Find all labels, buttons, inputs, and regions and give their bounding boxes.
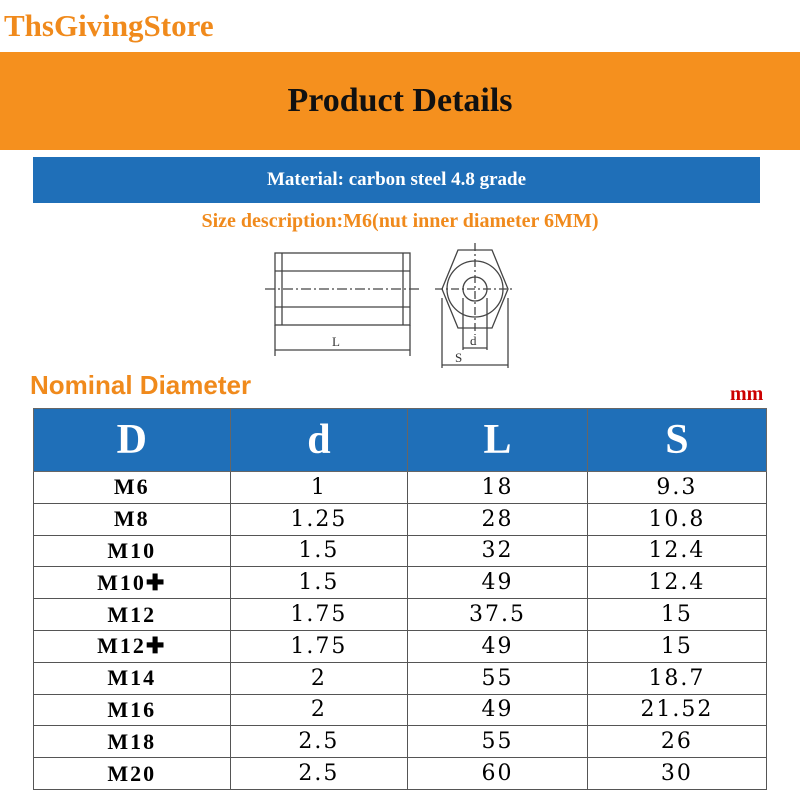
column-header: S (586, 408, 768, 472)
column-header: d (229, 408, 409, 472)
table-cell: 32 (407, 534, 588, 568)
table-cell: M16 (33, 693, 231, 727)
table-cell: 2.5 (229, 725, 409, 759)
table-cell: 12.4 (586, 534, 768, 568)
table-cell: 15 (586, 629, 768, 663)
table-cell: 55 (407, 725, 588, 759)
table-cell: 49 (407, 566, 588, 600)
table-row: M10 1.5 32 12.4 (33, 534, 768, 568)
dim-label: d (470, 333, 477, 348)
table-cell: M12 (33, 598, 231, 631)
banner: Product Details (0, 52, 800, 150)
table-row: M14 2 55 18.7 (33, 661, 768, 695)
table-cell: 1.75 (229, 598, 409, 631)
table-cell: 30 (586, 757, 768, 790)
dim-label: S (455, 350, 462, 365)
table-cell: 2 (229, 661, 409, 695)
table-row: M8 1.25 28 10.8 (33, 502, 768, 536)
table-cell: 1.5 (229, 534, 409, 568)
table-row: M12 1.75 37.5 15 (33, 598, 768, 631)
table-row: M6 1 18 9.3 (33, 471, 768, 504)
column-header: D (33, 408, 231, 472)
table-cell: M8 (33, 502, 231, 536)
table-cell: M10 (33, 534, 231, 568)
dim-label: L (332, 334, 340, 349)
table-cell: 28 (407, 502, 588, 536)
table-cell: 1.75 (229, 629, 409, 663)
table-cell: 1 (229, 471, 409, 504)
section-title: Nominal Diameter (30, 370, 252, 400)
table-cell: 15 (586, 598, 768, 631)
table-cell: M20 (33, 757, 231, 790)
table-cell: 37.5 (407, 598, 588, 631)
table-cell: 1.25 (229, 502, 409, 536)
material-bar: Material: carbon steel 4.8 grade (33, 157, 760, 203)
table-cell: M12✚ (33, 629, 231, 663)
table-cell: M18 (33, 725, 231, 759)
table-row: M18 2.5 55 26 (33, 725, 768, 759)
store-name: ThsGivingStore (4, 8, 214, 43)
table-row: M20 2.5 60 30 (33, 757, 768, 790)
table-cell: 18 (407, 471, 588, 504)
table-cell: 26 (586, 725, 768, 759)
size-description: Size description:M6(nut inner diameter 6… (201, 210, 599, 232)
table-cell: 18.7 (586, 661, 768, 695)
table-row: M10✚ 1.5 49 12.4 (33, 566, 768, 600)
table-body: M6 1 18 9.3 M8 1.25 28 10.8 M10 1.5 32 12.4 M10✚ 1.5 4… (33, 471, 768, 790)
table-cell: 60 (407, 757, 588, 790)
table-cell: 2.5 (229, 757, 409, 790)
table-row: M12✚ 1.75 49 15 (33, 629, 768, 663)
table-cell: 49 (407, 693, 588, 727)
table-cell: 10.8 (586, 502, 768, 536)
table-cell: 1.5 (229, 566, 409, 600)
table-row: M16 2 49 21.52 (33, 693, 768, 727)
table-cell: M6 (33, 471, 231, 504)
table-cell: M14 (33, 661, 231, 695)
table-cell: 2 (229, 693, 409, 727)
technical-drawing: L d S (265, 243, 515, 368)
unit-label: mm (730, 383, 764, 405)
table-cell: 12.4 (586, 566, 768, 600)
column-header: L (407, 408, 588, 472)
table-cell: 21.52 (586, 693, 768, 727)
table-cell: 9.3 (586, 471, 768, 504)
table-cell: 55 (407, 661, 588, 695)
table-cell: 49 (407, 629, 588, 663)
table-cell: M10✚ (33, 566, 231, 600)
